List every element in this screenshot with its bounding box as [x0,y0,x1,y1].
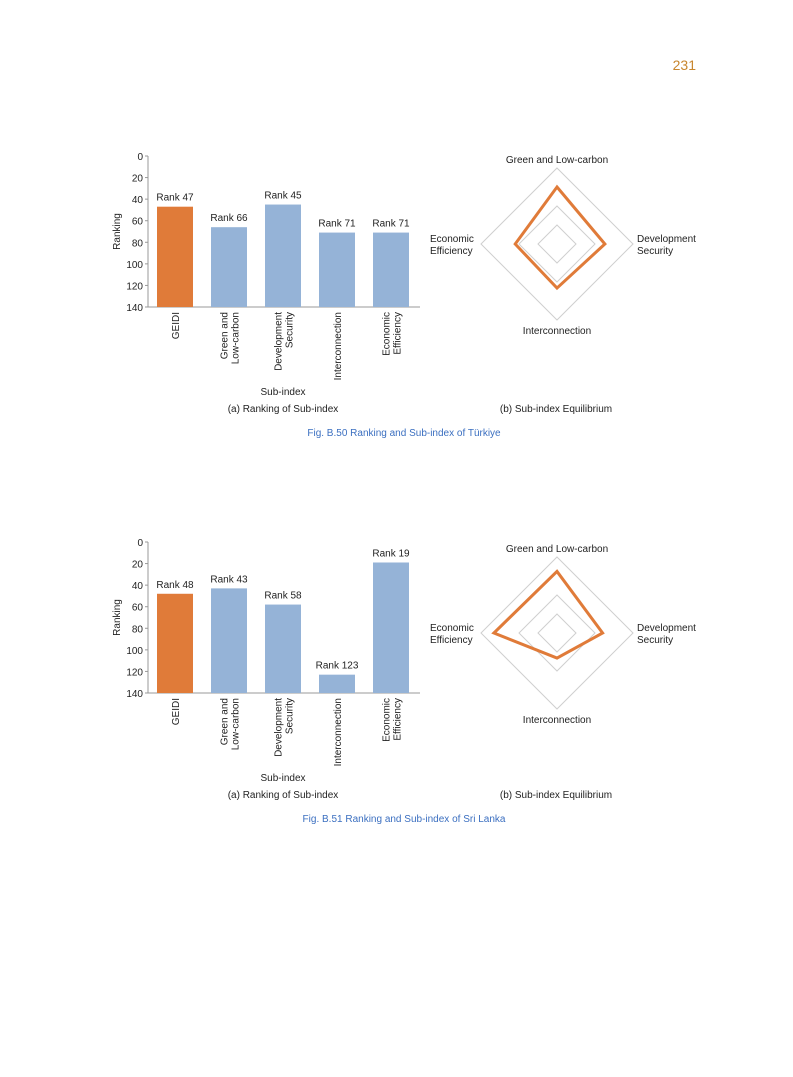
bar-data-label: Rank 47 [156,193,194,204]
bar-data-label: Rank 43 [210,574,248,585]
y-tick-label: 0 [137,152,143,163]
radar-grid-ring [537,613,577,653]
radar-axis-label: Security [637,635,673,646]
x-tick-label: Efficiency [393,698,404,741]
y-tick-label: 140 [126,689,143,700]
bar [319,232,355,307]
radar-axis-label: Interconnection [523,326,591,337]
y-tick-label: 80 [132,624,144,635]
y-tick-label: 60 [132,603,144,614]
y-tick-label: 100 [126,646,143,657]
x-tick-label: Security [285,698,296,734]
x-axis-label: Sub-index [260,387,305,398]
bar-data-label: Rank 19 [372,548,410,559]
x-tick-label: Development [274,312,285,371]
x-tick-label: Low-carbon [231,312,242,364]
x-tick-label: Security [285,312,296,348]
y-tick-label: 60 [132,217,144,228]
bar-data-label: Rank 71 [372,219,410,230]
x-tick-label: Green and [220,312,231,359]
figure-caption: Fig. B.51 Ranking and Sub-index of Sri L… [303,814,506,825]
x-tick-label: Economic [382,312,393,356]
subfigure-a-caption: (a) Ranking of Sub-index [228,790,339,801]
radar-axis-label: Economic [430,623,474,634]
radar-axis-label: Green and Low-carbon [506,544,608,555]
radar-axis-label: Interconnection [523,715,591,726]
radar-axis-label: Security [637,246,673,257]
radar-grid-ring [518,594,596,672]
radar-axis-label: Efficiency [430,635,473,646]
bar [157,206,193,307]
figure-caption: Fig. B.50 Ranking and Sub-index of Türki… [307,428,501,439]
bar [265,204,301,307]
bar-data-label: Rank 45 [264,191,302,202]
radar-grid-ring [537,224,577,264]
bar [211,588,247,693]
subfigure-a-caption: (a) Ranking of Sub-index [228,404,339,415]
radar-axis-label: Green and Low-carbon [506,155,608,166]
subfigure-b-caption: (b) Sub-index Equilibrium [500,790,612,801]
bar [211,227,247,307]
y-tick-label: 140 [126,303,143,314]
radar-axis-label: Efficiency [430,246,473,257]
x-tick-label: Low-carbon [231,698,242,750]
x-axis-label: Sub-index [260,773,305,784]
bar [319,674,355,693]
x-tick-label: Efficiency [393,312,404,355]
x-tick-label: GEIDI [171,312,182,339]
bar-chart: 0 20 40 60 80 100 120 140 Ranking Rank 47 GEIDI Ran… [112,152,420,398]
y-tick-label: 20 [132,174,144,185]
x-tick-label: Interconnection [333,698,344,766]
radar-series [491,569,605,660]
bar [373,232,409,307]
y-tick-label: 80 [132,238,144,249]
y-tick-label: 40 [132,195,144,206]
subfigure-b-caption: (b) Sub-index Equilibrium [500,404,612,415]
y-tick-label: 20 [132,560,144,571]
bar [265,604,301,693]
radar-grid-ring [518,205,596,283]
x-tick-label: Green and [220,698,231,745]
y-axis-label: Ranking [112,213,123,250]
bar [157,593,193,693]
y-tick-label: 120 [126,667,143,678]
page-number: 231 [672,57,696,73]
y-tick-label: 120 [126,281,143,292]
bar-data-label: Rank 123 [316,661,359,672]
radar-axis-label: Economic [430,234,474,245]
radar-axis-label: Development [637,623,696,634]
x-tick-label: Economic [382,698,393,742]
y-tick-label: 40 [132,581,144,592]
bar [373,562,409,693]
bar-data-label: Rank 58 [264,591,302,602]
bar-chart: 0 20 40 60 80 100 120 140 Ranking Rank 48 GEIDI Ran… [112,538,420,784]
x-tick-label: Development [274,698,285,757]
y-tick-label: 0 [137,538,143,549]
bar-data-label: Rank 71 [318,219,356,230]
radar-axis-label: Development [637,234,696,245]
bar-data-label: Rank 48 [156,580,194,591]
x-tick-label: GEIDI [171,698,182,725]
radar-series [513,184,607,291]
bar-data-label: Rank 66 [210,213,248,224]
y-axis-label: Ranking [112,599,123,636]
radar-grid-ring [480,556,634,710]
radar-grid-ring [480,167,634,321]
x-tick-label: Interconnection [333,312,344,380]
y-tick-label: 100 [126,260,143,271]
